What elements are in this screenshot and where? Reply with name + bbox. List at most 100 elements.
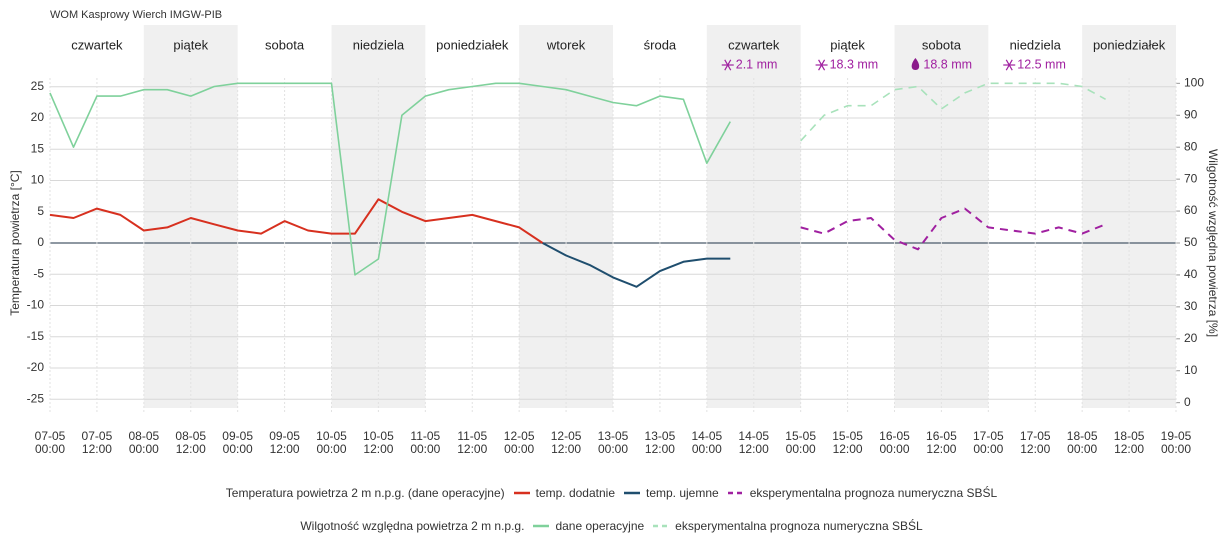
x-tick-label: 09-05 12:00 <box>269 429 300 456</box>
y-tick-label: -5 <box>33 266 44 280</box>
day-band <box>143 25 238 408</box>
x-tick-label: 19-05 00:00 <box>1160 429 1192 456</box>
x-tick-label: 12-05 12:00 <box>550 429 582 456</box>
day-band <box>706 25 801 408</box>
day-band <box>1082 25 1176 408</box>
x-tick-label: 07-05 00:00 <box>34 429 66 456</box>
day-band <box>519 25 613 408</box>
y-tick-label: 25 <box>31 79 45 93</box>
x-tick-label: 13-05 00:00 <box>597 429 629 456</box>
day-label: środa <box>644 37 677 52</box>
x-tick-label: 17-05 00:00 <box>972 429 1004 456</box>
day-label: czwartek <box>728 37 780 52</box>
x-tick-label: 15-05 12:00 <box>832 429 863 456</box>
legend-item: eksperymentalna prognoza numeryczna SBŚL <box>727 486 997 500</box>
series-line <box>800 207 1106 251</box>
y2-tick-label: 80 <box>1184 139 1198 153</box>
legend-swatch <box>533 524 550 528</box>
day-label: poniedziałek <box>1093 37 1166 52</box>
snow-icon <box>1003 59 1016 71</box>
x-tick-label: 18-05 00:00 <box>1066 429 1098 456</box>
y-axis-title: Temperatura powietrza [°C] <box>8 170 22 316</box>
legend-title: Wilgotność względna powietrza 2 m n.p.g. <box>300 519 525 533</box>
x-tick-label: 12-05 00:00 <box>503 429 535 456</box>
snow-icon <box>721 59 734 71</box>
y2-tick-label: 20 <box>1184 331 1198 345</box>
x-tick-label: 15-05 00:00 <box>785 429 816 456</box>
y-tick-label: -25 <box>27 391 45 405</box>
day-label: sobota <box>265 37 305 52</box>
x-tick-label: 11-05 00:00 <box>410 429 441 456</box>
legend-label: eksperymentalna prognoza numeryczna SBŚL <box>675 519 923 533</box>
legend-label: dane operacyjne <box>555 519 645 533</box>
day-label: piątek <box>173 37 208 52</box>
x-tick-label: 16-05 12:00 <box>926 429 957 456</box>
y2-tick-label: 90 <box>1184 107 1198 121</box>
snow-icon <box>815 59 828 71</box>
y-tick-label: -10 <box>27 298 45 312</box>
series-line <box>542 242 731 288</box>
x-tick-label: 09-05 00:00 <box>222 429 253 456</box>
x-tick-label: 10-05 12:00 <box>363 429 394 456</box>
x-tick-label: 07-05 12:00 <box>81 429 113 456</box>
y-tick-label: 5 <box>37 204 44 218</box>
y-tick-label: 0 <box>37 235 44 249</box>
x-tick-label: 17-05 12:00 <box>1019 429 1051 456</box>
legend-humidity: Wilgotność względna powietrza 2 m n.p.g.… <box>0 519 1223 533</box>
day-label: wtorek <box>546 37 586 52</box>
legend-swatch <box>653 524 670 528</box>
rain-icon <box>911 58 920 70</box>
legend-item: eksperymentalna prognoza numeryczna SBŚL <box>652 519 923 533</box>
day-label: czwartek <box>71 37 123 52</box>
x-tick-label: 11-05 12:00 <box>457 429 488 456</box>
day-label: niedziela <box>1010 37 1062 52</box>
series-line <box>49 82 731 276</box>
y-tick-label: -20 <box>27 360 45 374</box>
x-tick-label: 10-05 00:00 <box>316 429 347 456</box>
y2-tick-label: 60 <box>1184 203 1198 217</box>
legend-label: temp. dodatnie <box>535 486 615 500</box>
legend-item: temp. dodatnie <box>513 486 615 500</box>
y-tick-label: 15 <box>31 141 45 155</box>
legend-item: dane operacyjne <box>532 519 644 533</box>
snow-icon-stroke <box>818 59 826 71</box>
y-tick-label: 10 <box>31 173 45 187</box>
day-band <box>894 25 989 408</box>
legend-item: temp. ujemne <box>623 486 719 500</box>
snow-icon-stroke <box>724 59 732 71</box>
y2-tick-label: 0 <box>1184 395 1191 409</box>
x-tick-label: 16-05 00:00 <box>879 429 910 456</box>
series-line <box>49 198 544 244</box>
day-label: niedziela <box>353 37 405 52</box>
x-tick-label: 13-05 12:00 <box>644 429 676 456</box>
precip-label: 2.1 mm <box>736 57 778 71</box>
legend-label: eksperymentalna prognoza numeryczna SBŚL <box>749 486 998 500</box>
series-line <box>800 82 1106 142</box>
legend-temperature: Temperatura powietrza 2 m n.p.g. (dane o… <box>0 486 1223 500</box>
y2-tick-label: 40 <box>1184 267 1198 281</box>
legend-swatch <box>727 491 744 495</box>
x-tick-label: 14-05 12:00 <box>738 429 770 456</box>
x-tick-label: 08-05 00:00 <box>128 429 160 456</box>
x-tick-label: 14-05 00:00 <box>691 429 723 456</box>
legend-title: Temperatura powietrza 2 m n.p.g. (dane o… <box>225 486 505 500</box>
x-tick-label: 08-05 12:00 <box>175 429 207 456</box>
precip-label: 18.3 mm <box>830 57 879 71</box>
precip-label: 12.5 mm <box>1017 57 1066 71</box>
snow-icon-stroke <box>1005 59 1013 71</box>
chart-title: WOM Kasprowy Wierch IMGW-PIB <box>50 9 222 21</box>
day-label: poniedziałek <box>436 37 509 52</box>
y2-tick-label: 30 <box>1184 299 1198 313</box>
x-tick-label: 18-05 12:00 <box>1113 429 1145 456</box>
day-label: sobota <box>922 37 962 52</box>
y2-tick-label: 50 <box>1184 235 1198 249</box>
y-tick-label: 20 <box>31 110 45 124</box>
y-tick-label: -15 <box>27 329 45 343</box>
legend-swatch <box>624 491 640 495</box>
y2-tick-label: 100 <box>1184 76 1204 90</box>
y2-axis-title: Wilgotność względna powietrza [%] <box>1206 149 1220 337</box>
precip-label: 18.8 mm <box>923 57 972 71</box>
y2-tick-label: 10 <box>1184 363 1198 377</box>
